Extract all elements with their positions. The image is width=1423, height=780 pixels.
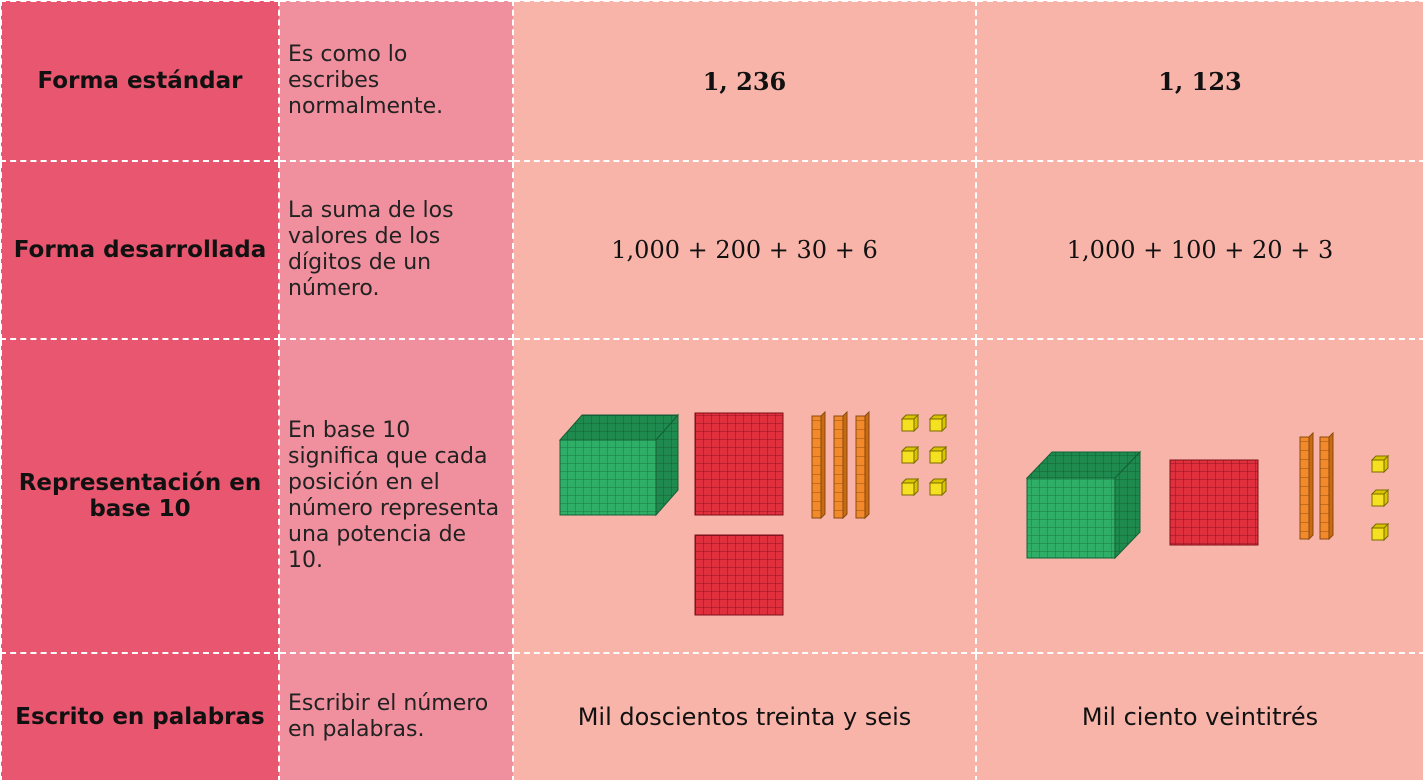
value-cell: 1, 236 xyxy=(512,0,977,162)
value-cell: Mil ciento veintitrés xyxy=(975,652,1423,780)
row-label: Forma estándar xyxy=(0,0,280,162)
value-cell: 1, 123 xyxy=(975,0,1423,162)
row-label: Forma desarrollada xyxy=(0,160,280,340)
row: Forma desarrollada La suma de los valore… xyxy=(0,160,1423,340)
row: Forma estándar Es como lo escribes norma… xyxy=(0,0,1423,162)
row-description: La suma de los valores de los dígitos de… xyxy=(278,160,514,340)
blocks-cell xyxy=(512,338,977,654)
row-description: Es como lo escribes normalmente. xyxy=(278,0,514,162)
row: Escrito en palabras Escribir el número e… xyxy=(0,652,1423,780)
value-cell: Mil doscientos treinta y seis xyxy=(512,652,977,780)
row-description: En base 10 significa que cada posición e… xyxy=(278,338,514,654)
row-label: Escrito en palabras xyxy=(0,652,280,780)
value-cell: 1,000 + 200 + 30 + 6 xyxy=(512,160,977,340)
row-label: Representación en base 10 xyxy=(0,338,280,654)
value-cell: 1,000 + 100 + 20 + 3 xyxy=(975,160,1423,340)
row-description: Escribir el número en palabras. xyxy=(278,652,514,780)
blocks-cell xyxy=(975,338,1423,654)
row: Representación en base 10 En base 10 sig… xyxy=(0,338,1423,654)
